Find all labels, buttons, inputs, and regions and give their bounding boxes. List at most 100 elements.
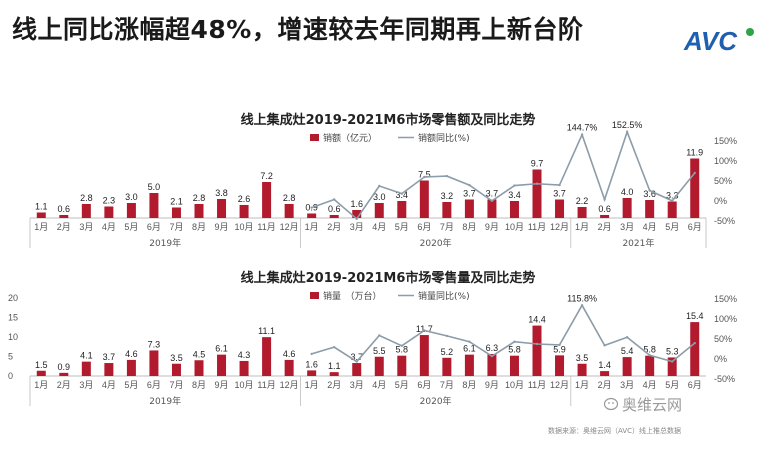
y-right-tick-label: 100%	[714, 156, 737, 166]
y-left-tick-label: 15	[8, 313, 18, 323]
year-label: 2020年	[420, 395, 452, 407]
yoy-line-series	[311, 303, 696, 363]
bar	[149, 193, 159, 218]
x-tick-label: 5月	[124, 222, 138, 232]
x-tick-label: 10月	[505, 380, 524, 390]
x-tick-label: 6月	[688, 222, 702, 232]
y-right-tick-label: 100%	[714, 314, 737, 324]
bar-value-label: 3.7	[350, 352, 363, 362]
bar-value-label: 3.7	[553, 189, 566, 199]
yoy-line-point	[445, 334, 449, 338]
bar	[104, 206, 114, 218]
bar	[419, 335, 429, 376]
x-tick-label: 3月	[620, 380, 634, 390]
yoy-line-point	[513, 340, 516, 343]
x-tick-label: 3月	[620, 222, 634, 232]
x-tick-label: 1月	[34, 222, 48, 232]
yoy-line-point	[580, 133, 584, 136]
x-tick-label: 5月	[665, 222, 679, 232]
bar-value-label: 2.2	[576, 196, 589, 206]
bar-value-label: 3.8	[215, 188, 228, 198]
yoy-line-point	[333, 198, 336, 201]
bar	[171, 207, 181, 218]
bar	[284, 204, 294, 218]
x-tick-label: 8月	[192, 380, 206, 390]
yoy-line-point	[535, 182, 539, 185]
bar	[577, 363, 587, 376]
yoy-line-point	[423, 175, 426, 179]
year-label: 2019年	[149, 237, 181, 249]
bar	[645, 355, 655, 376]
x-tick-label: 10月	[505, 222, 524, 232]
y-right-tick-label: 0%	[714, 354, 727, 364]
y-right-tick-label: 150%	[714, 136, 737, 146]
bar-value-label: 4.6	[125, 349, 138, 359]
x-tick-label: 11月	[257, 222, 275, 232]
x-tick-label: 2月	[598, 222, 612, 232]
x-tick-label: 9月	[485, 380, 499, 390]
bar-value-label: 3.7	[486, 189, 499, 199]
bar	[81, 361, 91, 376]
bar-value-label: 5.3	[666, 346, 679, 356]
yoy-line-point	[671, 199, 674, 203]
yoy-value-label: 144.7%	[567, 123, 598, 133]
y-left-tick-label: 0	[8, 371, 13, 381]
bar	[487, 199, 497, 218]
y-right-tick-label: 0%	[714, 196, 727, 206]
bar-value-label: 3.5	[170, 353, 183, 363]
bar-value-label: 3.0	[373, 192, 386, 202]
bar-value-label: 2.6	[238, 194, 251, 204]
bar	[509, 201, 519, 218]
x-tick-label: 4月	[643, 380, 657, 390]
bar	[239, 360, 249, 376]
bar-value-label: 5.2	[441, 347, 454, 357]
bar	[509, 355, 519, 376]
bar-value-label: 1.1	[35, 202, 48, 212]
x-tick-label: 1月	[34, 380, 48, 390]
yoy-line-point	[625, 336, 629, 339]
x-tick-label: 8月	[462, 222, 476, 232]
bar-value-label: 1.4	[598, 360, 611, 370]
x-tick-label: 8月	[462, 380, 476, 390]
yoy-line-point	[513, 184, 516, 187]
bar-value-label: 11.7	[416, 324, 433, 334]
x-tick-label: 3月	[79, 222, 93, 232]
legend-line-label: 销额同比(%)	[418, 132, 470, 144]
bar	[149, 350, 159, 376]
x-tick-label: 9月	[215, 380, 229, 390]
y-left-tick-label: 5	[8, 352, 13, 362]
yoy-line-point	[333, 345, 336, 349]
y-right-tick-label: 50%	[714, 334, 732, 344]
bar	[667, 201, 677, 218]
x-tick-label: 5月	[665, 380, 679, 390]
yoy-value-label: 152.5%	[612, 120, 643, 130]
y-right-tick-label: -50%	[714, 216, 735, 226]
yoy-line-point	[693, 341, 696, 345]
bar	[667, 357, 677, 376]
bar-value-label: 5.4	[621, 346, 634, 356]
wechat-icon	[604, 397, 619, 411]
y-right-tick-label: 150%	[714, 294, 737, 304]
x-tick-label: 12月	[550, 222, 569, 232]
yoy-line-point	[355, 360, 358, 363]
yoy-line-point	[490, 354, 494, 358]
bar-value-label: 5.8	[508, 345, 521, 355]
y-left-tick-label: 10	[8, 332, 18, 342]
x-tick-label: 2月	[57, 380, 71, 390]
bar	[577, 207, 587, 218]
x-tick-label: 7月	[169, 380, 183, 390]
legend-bar-label: 销额（亿元）	[323, 132, 377, 144]
legend-bar-label: 销量 （万台）	[323, 290, 382, 302]
bar-value-label: 9.7	[531, 159, 544, 169]
x-tick-label: 8月	[192, 222, 206, 232]
x-tick-label: 11月	[528, 222, 546, 232]
x-tick-label: 7月	[169, 222, 183, 232]
x-tick-label: 4月	[372, 222, 386, 232]
yoy-line-point	[625, 130, 629, 134]
yoy-line-series	[311, 129, 696, 221]
yoy-line-point	[648, 189, 651, 192]
bar-value-label: 3.7	[463, 189, 476, 199]
x-tick-label: 6月	[147, 222, 161, 232]
yoy-line-point	[693, 171, 696, 175]
yoy-line-point	[378, 184, 381, 188]
